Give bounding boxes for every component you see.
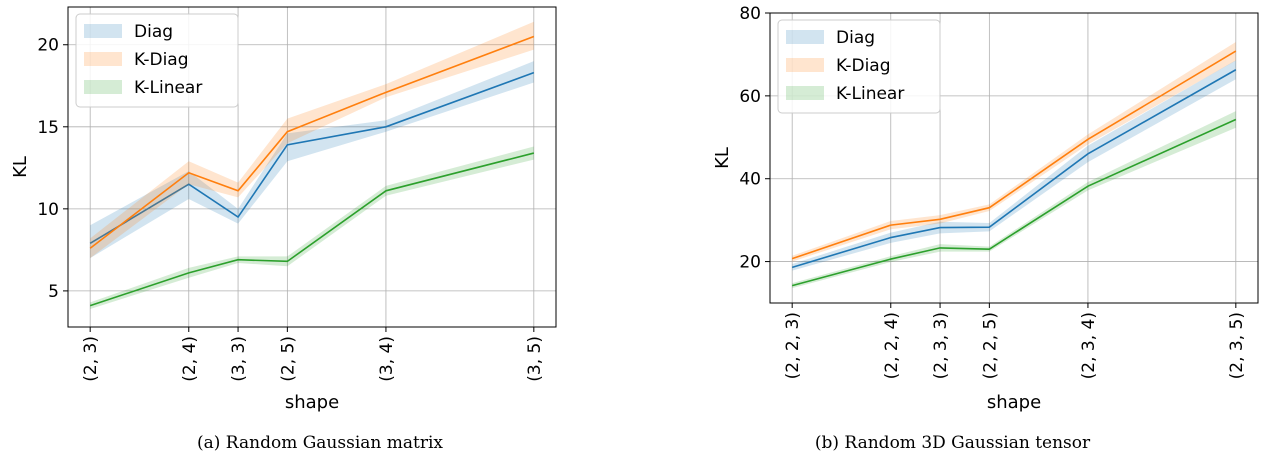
- series-diag: [791, 60, 1237, 271]
- x-tick-label: (2, 3): [81, 336, 101, 382]
- y-tick-label: 80: [739, 4, 761, 24]
- plot-frame: [67, 6, 557, 328]
- legend-swatch-k-linear: [786, 86, 824, 100]
- legend-label-k-diag: K-Diag: [134, 50, 189, 70]
- y-axis: 5 10 15 20: [37, 36, 68, 302]
- y-tick-label: 20: [739, 253, 761, 273]
- legend: Diag K-Diag K-Linear: [75, 13, 239, 108]
- series-line-k-diag: [791, 50, 1237, 260]
- x-tick-label: (2, 5): [278, 336, 298, 382]
- y-tick-label: 20: [37, 36, 59, 56]
- legend-swatch-k-diag: [84, 52, 122, 66]
- confidence-band-k-diag: [90, 21, 534, 259]
- chart-b-caption: (b) Random 3D Gaussian tensor: [814, 433, 1091, 453]
- confidence-band-diag: [90, 61, 534, 259]
- series-line-k-linear: [89, 152, 535, 307]
- chart-panel-b: 20 40 60 80 (2, 2, 3) (2, 2, 4) (2, 3, 3) (2, 2…: [640, 0, 1265, 458]
- series-k-linear: [791, 111, 1237, 289]
- x-tick-label: (2, 2, 5): [980, 312, 1000, 379]
- plot-frame: [769, 12, 1259, 304]
- y-axis: 20 40 60 80: [739, 4, 770, 273]
- y-tick-label: 60: [739, 87, 761, 107]
- legend-box: [777, 19, 941, 114]
- series-k-linear: [89, 146, 535, 309]
- x-axis: (2, 2, 3) (2, 2, 4) (2, 3, 3) (2, 2, 5) (2, …: [783, 303, 1247, 379]
- series-k-diag: [89, 21, 535, 259]
- x-tick-label: (3, 4): [377, 336, 397, 382]
- legend-label-k-linear: K-Linear: [134, 78, 202, 98]
- series-line-diag: [89, 71, 535, 244]
- series-k-diag: [791, 42, 1237, 262]
- legend-box: [75, 13, 239, 108]
- y-tick-label: 10: [37, 200, 59, 220]
- x-tick-label: (2, 3, 3): [931, 312, 951, 379]
- legend-label-diag: Diag: [134, 22, 173, 42]
- legend-swatch-diag: [84, 24, 122, 38]
- x-tick-label: (2, 2, 3): [783, 312, 803, 379]
- x-tick-label: (2, 3, 5): [1227, 312, 1247, 379]
- y-axis-label: KL: [712, 147, 733, 169]
- x-axis-label: shape: [285, 392, 339, 413]
- x-tick-label: (2, 3, 4): [1079, 312, 1099, 379]
- x-tick-label: (2, 2, 4): [882, 312, 902, 379]
- legend-label-k-linear: K-Linear: [836, 84, 904, 104]
- legend-swatch-k-diag: [786, 58, 824, 72]
- legend: Diag K-Diag K-Linear: [777, 19, 941, 114]
- y-axis-label: KL: [10, 156, 31, 178]
- series-diag: [89, 61, 535, 259]
- series-line-diag: [791, 69, 1237, 269]
- confidence-band-k-linear: [90, 146, 534, 309]
- chart-a-svg: 5 10 15 20 (2, 3) (2, 4) (3, 3) (2, 5) (3, 4) (3,…: [10, 6, 557, 413]
- series-line-k-linear: [791, 118, 1237, 287]
- legend-swatch-k-linear: [84, 80, 122, 94]
- legend-label-k-diag: K-Diag: [836, 56, 891, 76]
- legend-swatch-diag: [786, 30, 824, 44]
- chart-a-caption: (a) Random Gaussian matrix: [197, 433, 443, 453]
- x-axis-label: shape: [987, 392, 1041, 413]
- y-tick-label: 5: [48, 282, 59, 302]
- x-tick-label: (3, 3): [229, 336, 249, 382]
- chart-panel-a: 5 10 15 20 (2, 3) (2, 4) (3, 3) (2, 5) (3, 4) (3,…: [10, 6, 557, 453]
- x-axis: (2, 3) (2, 4) (3, 3) (2, 5) (3, 4) (3, 5): [81, 327, 545, 382]
- y-tick-label: 40: [739, 170, 761, 190]
- x-tick-label: (2, 4): [180, 336, 200, 382]
- y-tick-label: 15: [37, 118, 59, 138]
- x-tick-label: (3, 5): [525, 336, 545, 382]
- series-line-k-diag: [89, 35, 535, 249]
- legend-label-diag: Diag: [836, 28, 875, 48]
